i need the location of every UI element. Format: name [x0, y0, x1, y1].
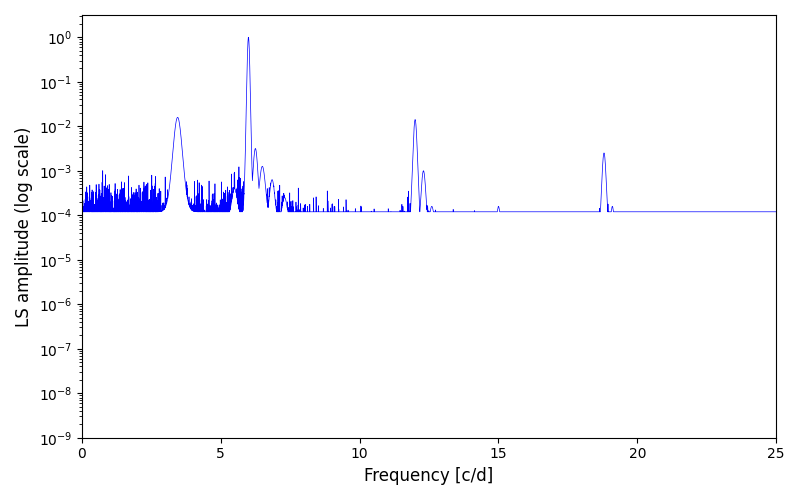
X-axis label: Frequency [c/d]: Frequency [c/d] — [364, 467, 494, 485]
Y-axis label: LS amplitude (log scale): LS amplitude (log scale) — [15, 126, 33, 326]
